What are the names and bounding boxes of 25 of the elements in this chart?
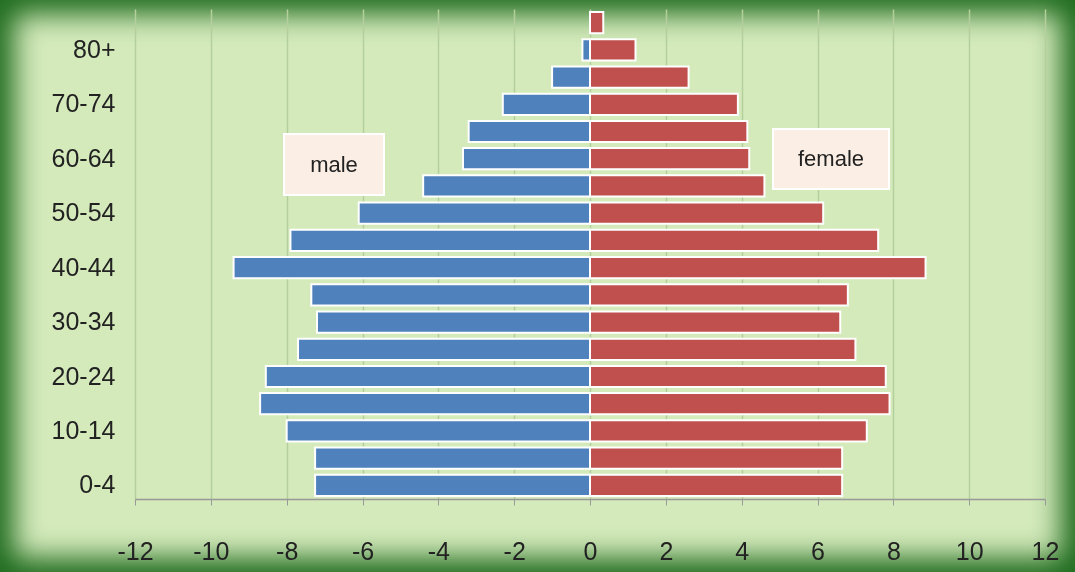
x-tick-label: 0 <box>583 536 598 565</box>
x-tick-label: 8 <box>886 536 901 565</box>
y-tick-label: 10-14 <box>51 415 116 444</box>
x-tick-label: 12 <box>1031 536 1060 565</box>
x-tick-label: 10 <box>955 536 984 565</box>
y-tick-label: 40-44 <box>51 252 116 281</box>
x-tick-label: -10 <box>193 536 230 565</box>
y-tick-label: 50-54 <box>51 198 116 227</box>
x-tick-label: -2 <box>503 536 526 565</box>
y-tick-label: 60-64 <box>51 143 116 172</box>
x-tick-label: 2 <box>659 536 674 565</box>
y-tick-label: 0-4 <box>79 470 116 499</box>
bar <box>589 10 605 35</box>
x-tick-label: -12 <box>117 536 154 565</box>
y-tick-label: 30-34 <box>51 307 116 336</box>
x-tick-label: -8 <box>276 536 299 565</box>
y-tick-label: 70-74 <box>51 89 116 118</box>
y-tick-label: 80+ <box>73 34 116 63</box>
x-tick-label: 4 <box>735 536 750 565</box>
x-tick-label: -4 <box>427 536 451 565</box>
x-tick-label: 6 <box>811 536 825 565</box>
series-label: female <box>772 128 890 190</box>
x-tick-label: -6 <box>351 536 375 565</box>
series-label: male <box>283 133 385 196</box>
y-tick-label: 20-24 <box>51 361 116 390</box>
